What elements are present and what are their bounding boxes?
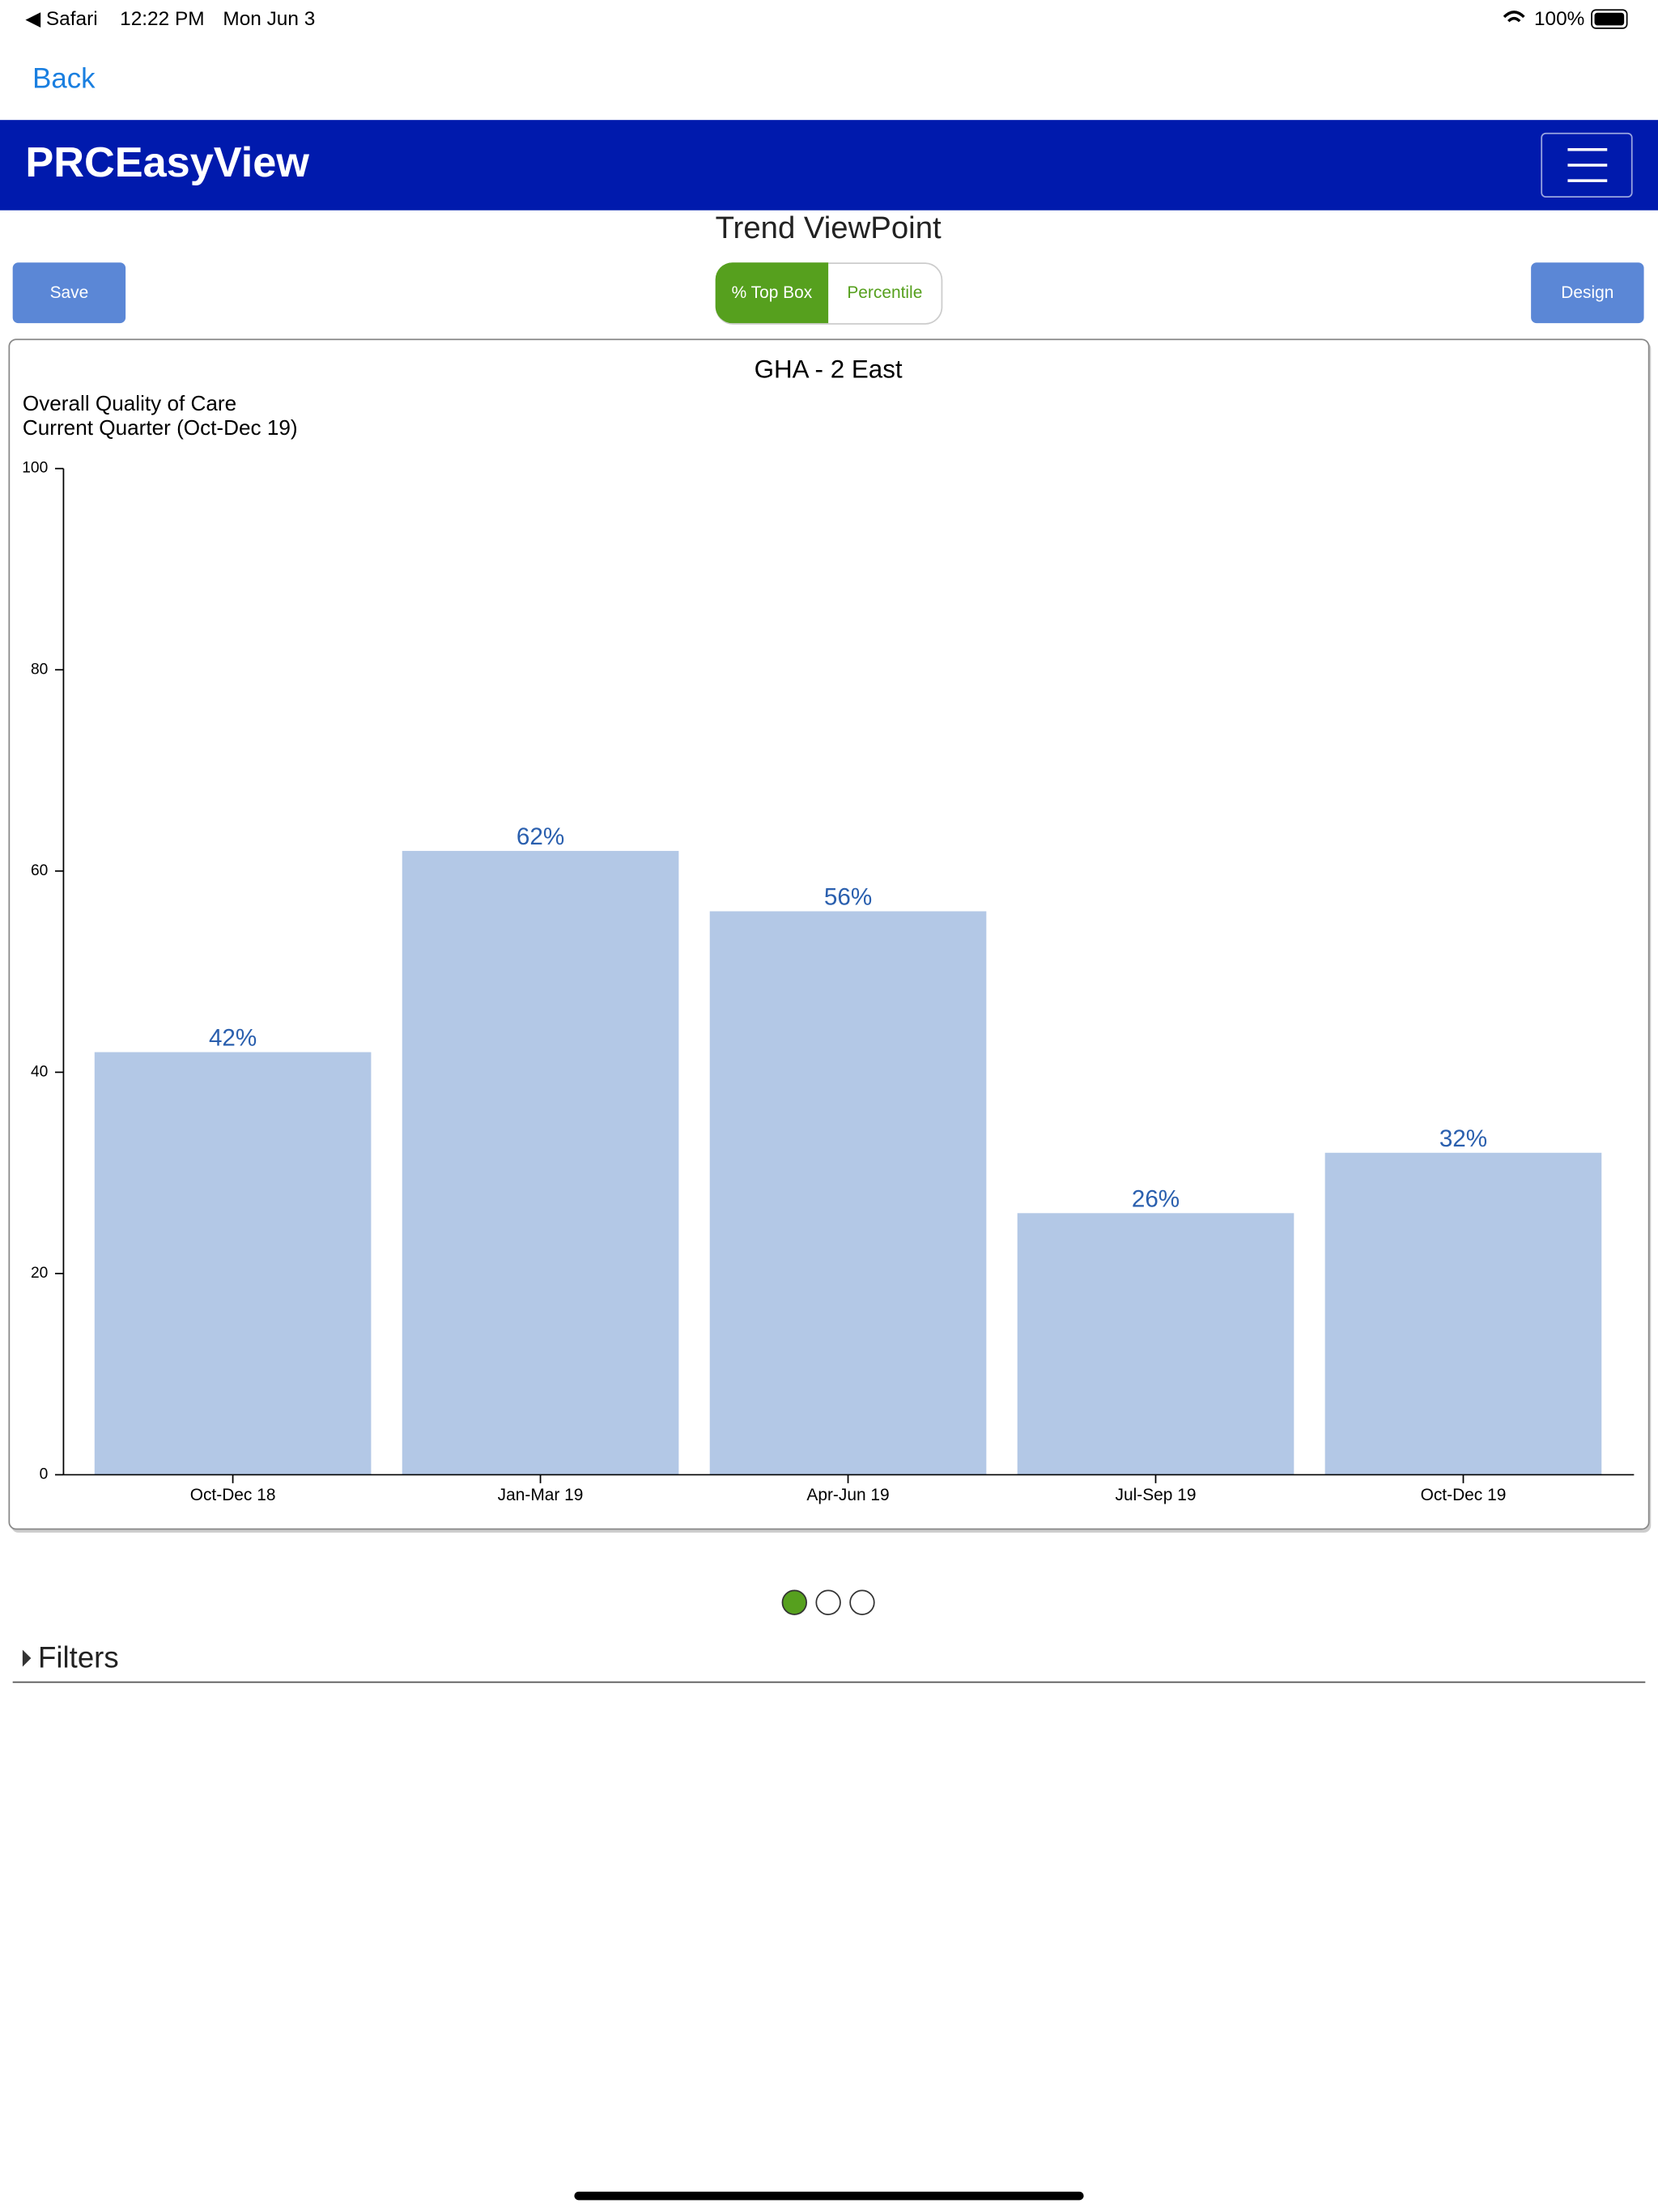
bar [402, 850, 679, 1475]
save-label: Save [50, 283, 89, 302]
status-battery: 100% [1534, 8, 1584, 30]
y-tick-label: 40 [31, 1063, 48, 1080]
value-label: 42% [209, 1025, 257, 1052]
chart-subtitle: Current Quarter (Oct-Dec 19) [23, 415, 298, 440]
design-label: Design [1561, 283, 1613, 302]
x-tick-label: Apr-Jun 19 [806, 1486, 889, 1504]
y-tick-label: 60 [31, 862, 48, 879]
save-button[interactable] [12, 262, 126, 324]
chart-title: GHA - 2 East [755, 355, 903, 384]
y-tick-label: 20 [31, 1265, 48, 1282]
value-label: 62% [517, 823, 564, 850]
status-time: 12:22 PM [120, 8, 204, 30]
toggle-percentile[interactable]: Percentile [847, 283, 922, 302]
bar [1017, 1213, 1295, 1475]
page-dot[interactable] [815, 1589, 841, 1615]
status-date: Mon Jun 3 [223, 8, 315, 30]
bar [94, 1052, 372, 1475]
wifi-icon [1503, 11, 1525, 23]
status-app: ◀ Safari [25, 8, 97, 30]
x-tick-label: Jul-Sep 19 [1116, 1486, 1197, 1504]
value-label: 26% [1132, 1185, 1180, 1212]
logo: PRCEasyView [25, 139, 309, 186]
battery-icon [1591, 9, 1628, 29]
page-title: Trend ViewPoint [716, 211, 942, 245]
value-label: 56% [824, 884, 872, 911]
y-tick-label: 0 [40, 1466, 49, 1483]
chart-subtitle: Overall Quality of Care [23, 391, 236, 415]
x-tick-label: Oct-Dec 19 [1421, 1486, 1507, 1504]
x-tick-label: Oct-Dec 18 [190, 1486, 276, 1504]
filters-arrow [22, 1649, 32, 1667]
page-dot-active[interactable] [781, 1589, 807, 1615]
menu-button[interactable] [1541, 132, 1633, 198]
y-tick-label: 100 [22, 460, 48, 477]
battery-fill [1594, 12, 1625, 26]
x-tick-label: Jan-Mar 19 [498, 1486, 584, 1504]
bar [709, 911, 987, 1475]
header-bar [0, 120, 1658, 211]
y-tick-label: 80 [31, 661, 48, 678]
home-indicator [574, 2191, 1084, 2201]
plot: 0 20 40 60 80 100 42% Oct-Dec 18 62% Jan-Mar 19 56… [22, 460, 1635, 1504]
filters-toggle[interactable]: Filters [38, 1640, 119, 1674]
design-button[interactable] [1531, 262, 1644, 324]
back-link[interactable]: Back [32, 63, 96, 95]
page-dot[interactable] [849, 1589, 875, 1615]
value-label: 32% [1439, 1125, 1487, 1152]
toggle-top-box: % Top Box [732, 283, 813, 302]
bar [1324, 1152, 1602, 1475]
menu-icon [1567, 148, 1608, 182]
toggle-active[interactable] [715, 262, 829, 324]
